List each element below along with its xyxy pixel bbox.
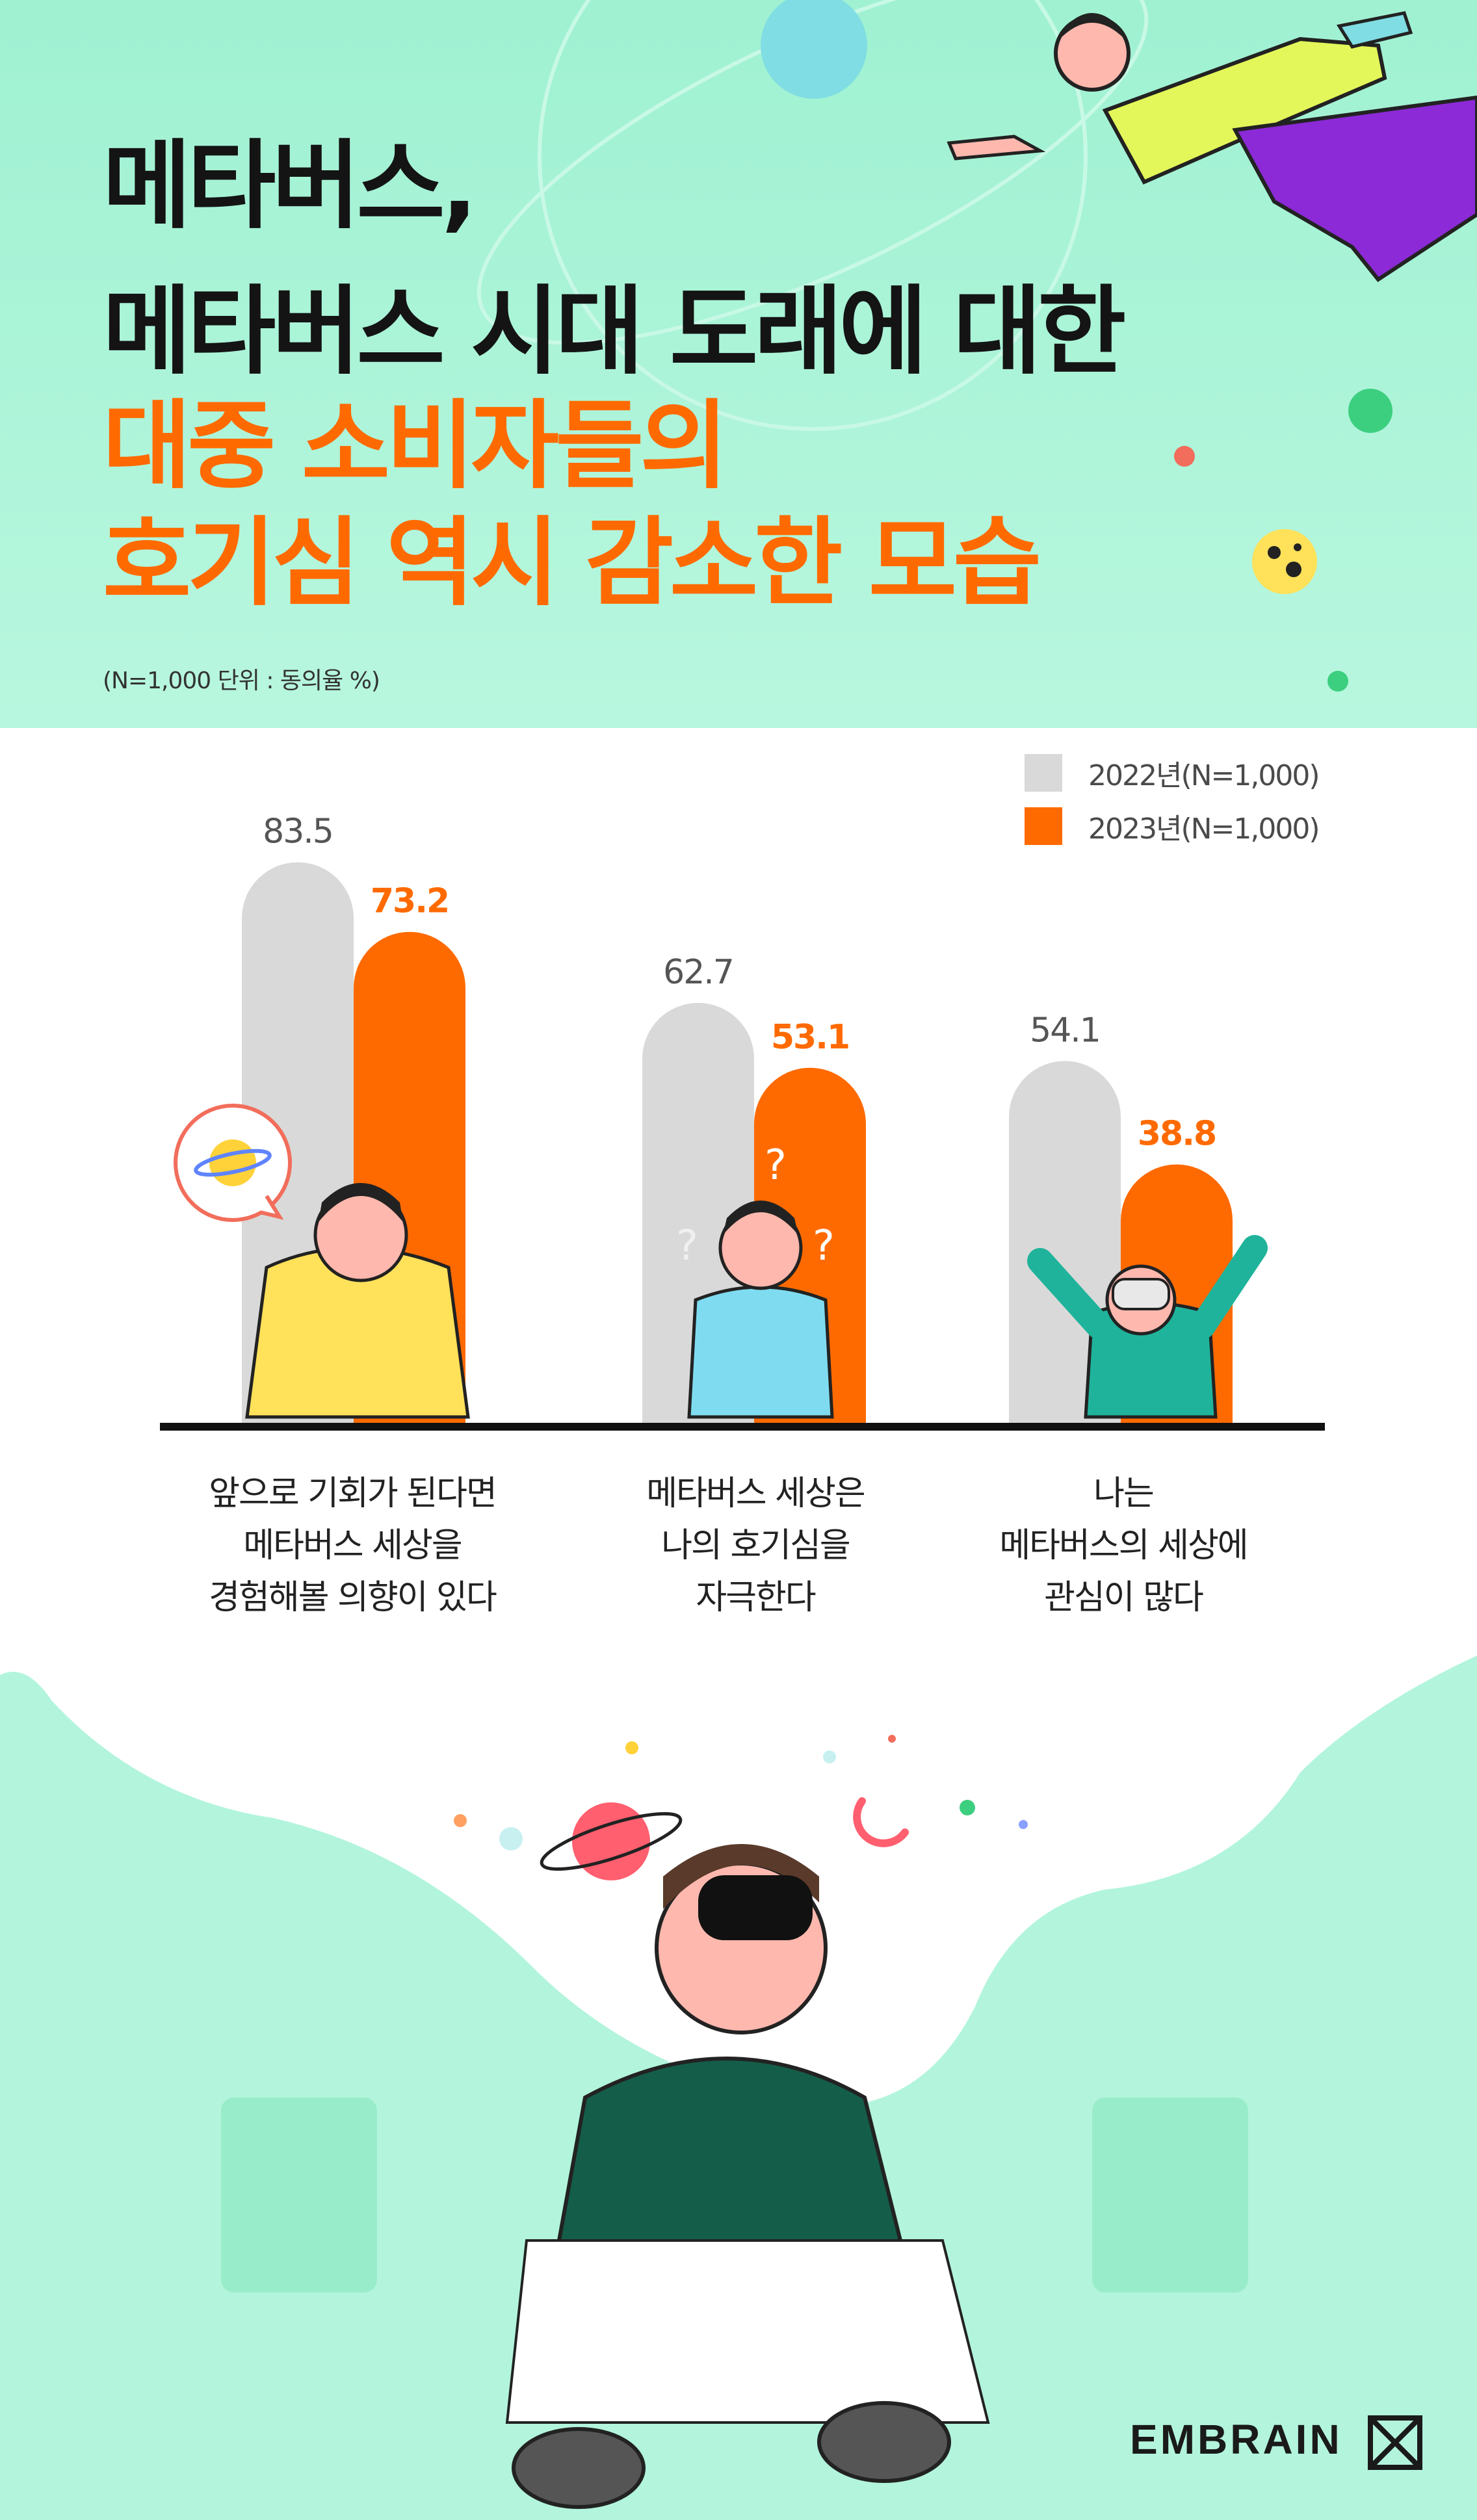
brand-mark-icon [1368, 2415, 1423, 2471]
svg-text:?: ? [676, 1222, 698, 1270]
dot-green-small [1327, 671, 1348, 692]
category-label-line: 메타버스 세상은 [646, 1474, 865, 1513]
data-label-series2-cat1: 73.2 [371, 882, 449, 921]
data-label-series1-cat3: 54.1 [1030, 1011, 1100, 1050]
chart-legend: 2022년(N=1,000) 2023년(N=1,000) [1025, 746, 1320, 853]
speech-bubble-planet-icon [174, 1104, 292, 1222]
planet-blue [761, 0, 867, 99]
category-label-line: 메타버스 세상을 [243, 1526, 462, 1565]
title-line-1: 메타버스, [103, 130, 478, 242]
legend-item-2022: 2022년(N=1,000) [1025, 746, 1320, 799]
vr-cheering-person-3 [1027, 1235, 1268, 1419]
legend-swatch-2022 [1025, 754, 1062, 792]
dot-green-large [1348, 389, 1392, 433]
highlight-line-2: 호기심 역시 감소한 모습 [103, 507, 1041, 619]
embrain-logo: EMBRAIN [1130, 2415, 1423, 2471]
category-label-line: 관심이 많다 [1044, 1578, 1204, 1617]
chart-subtitle: (N=1,000 단위 : 동의율 %) [103, 668, 380, 694]
moon-icon [1252, 529, 1317, 594]
category-label-line: 자극한다 [696, 1578, 816, 1617]
svg-text:?: ? [765, 1141, 787, 1189]
legend-item-2023: 2023년(N=1,000) [1025, 799, 1320, 853]
thinking-person-1 [245, 1183, 470, 1419]
category-label-line: 나는 [1093, 1474, 1155, 1513]
dot-red-small [1174, 446, 1195, 467]
legend-label-2023: 2023년(N=1,000) [1088, 812, 1320, 846]
category-label-2: 메타버스 세상은 나의 호기심을 자극한다 [573, 1468, 937, 1624]
category-label-line: 앞으로 기회가 된다면 [209, 1474, 497, 1513]
header-decoration [477, 0, 1477, 692]
svg-text:?: ? [813, 1222, 835, 1270]
flying-person-illustration [947, 11, 1477, 283]
category-label-1: 앞으로 기회가 된다면 메타버스 세상을 경험해볼 의향이 있다 [170, 1468, 534, 1624]
data-label-series2-cat2: 53.1 [771, 1018, 849, 1057]
chart-illustrations: ? ? ? [174, 1104, 1268, 1419]
brand-text: EMBRAIN [1130, 2416, 1342, 2463]
highlight-line-1: 대중 소비자들의 [103, 390, 729, 502]
hologram-screen-right [1092, 2098, 1248, 2293]
bar-chart: 83.5 73.2 62.7 53.1 54.1 38.8 ? ? ? [160, 812, 1325, 1431]
hologram-screen-left [221, 2098, 377, 2293]
data-label-series1-cat2: 62.7 [663, 953, 733, 992]
data-label-series1-cat1: 83.5 [263, 812, 333, 851]
category-label-line: 나의 호기심을 [661, 1526, 851, 1565]
question-person-2: ? ? ? [676, 1141, 835, 1419]
planet-icon [540, 1802, 683, 1880]
category-label-3: 나는 메타버스의 세상에 관심이 많다 [941, 1468, 1305, 1624]
category-label-line: 메타버스의 세상에 [999, 1526, 1248, 1565]
orbit-ring [538, 0, 1088, 431]
vr-person-illustration [505, 1844, 990, 2509]
title-line-2: 메타버스 시대 도래에 대한 [103, 276, 1126, 387]
legend-swatch-2023 [1025, 807, 1062, 845]
data-label-series2-cat3: 38.8 [1138, 1114, 1216, 1153]
category-label-line: 경험해볼 의향이 있다 [209, 1578, 497, 1617]
loading-arc [853, 1797, 909, 1847]
bottom-scene [0, 1604, 1477, 2520]
legend-label-2022: 2022년(N=1,000) [1088, 759, 1320, 792]
floating-dots [454, 1735, 1028, 1851]
